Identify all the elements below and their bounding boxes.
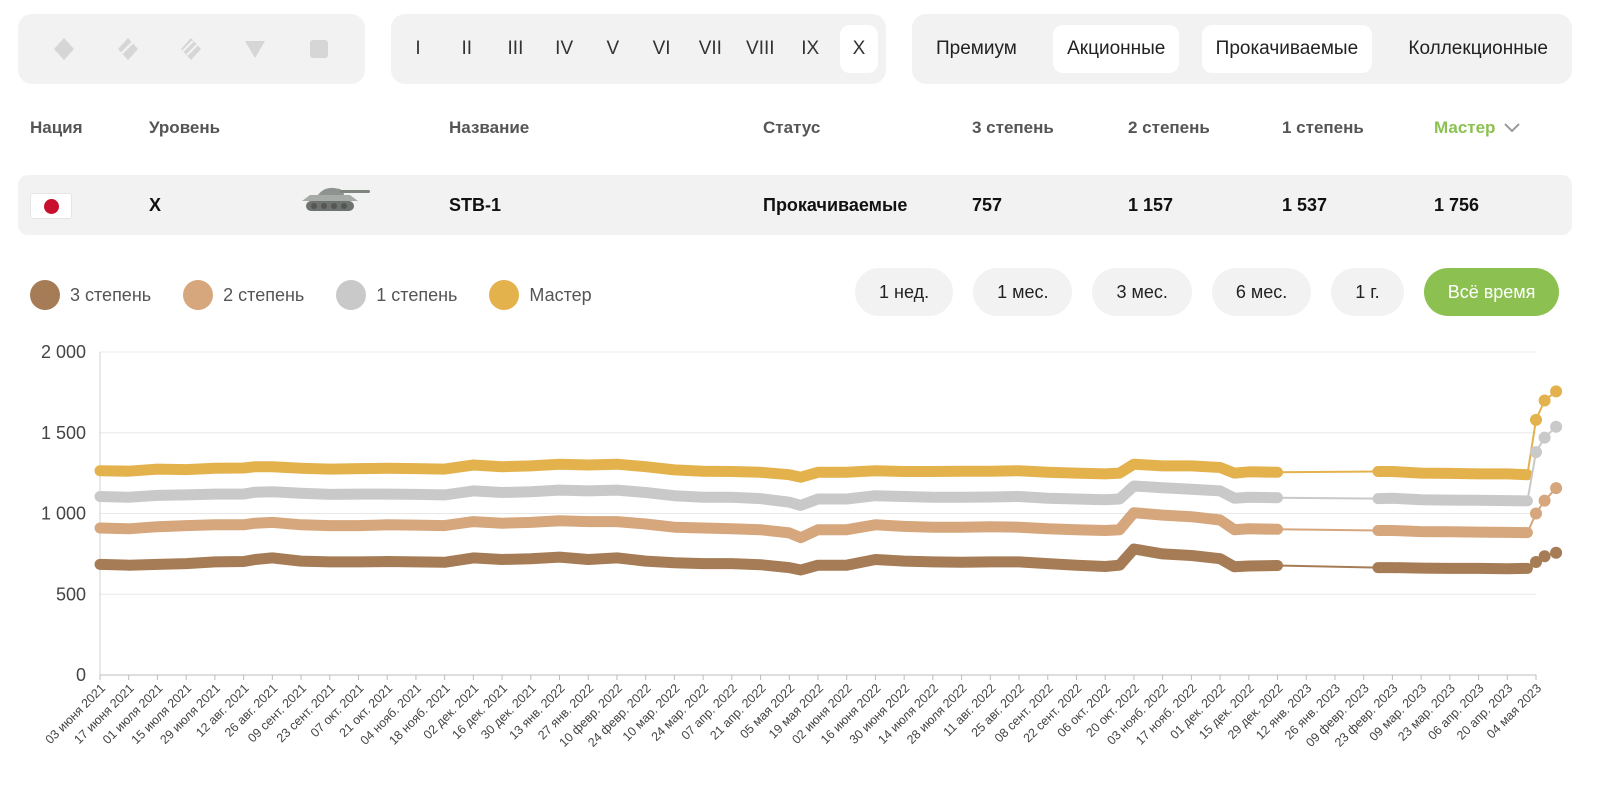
- legend-label: 3 степень: [70, 284, 152, 305]
- row-third-class: 757: [972, 195, 1003, 215]
- medium-tank-icon[interactable]: [115, 36, 141, 62]
- tier-III[interactable]: III: [507, 38, 524, 59]
- japan-flag-icon: [30, 193, 72, 219]
- period-button-4[interactable]: 1 г.: [1331, 268, 1404, 316]
- series-band: [1372, 562, 1533, 575]
- data-point: [1550, 482, 1563, 495]
- data-point: [1530, 555, 1542, 568]
- vehicle-type-filter: [18, 14, 365, 84]
- tier-II[interactable]: II: [461, 38, 472, 59]
- series-band: [1372, 466, 1533, 481]
- series-band: [94, 507, 1283, 544]
- header-master[interactable]: Мастер: [1434, 118, 1521, 138]
- tier-filter: I II III IV V VI VII VIII IX X: [391, 14, 886, 84]
- legend-dot: [336, 280, 367, 310]
- row-name: STB-1: [449, 195, 502, 215]
- row-tier: X: [149, 195, 162, 215]
- tier-I[interactable]: I: [415, 38, 421, 59]
- data-point: [1538, 550, 1551, 563]
- vehicle-status-filter: Премиум Акционные Прокачиваемые Коллекционн…: [912, 14, 1572, 84]
- data-point: [1550, 385, 1563, 398]
- table-row[interactable]: X STB-1 Прокачиваемые 757 1 157 1 537 1 …: [18, 175, 1572, 235]
- legend-item-3[interactable]: Мастер: [489, 280, 592, 310]
- type-filter-0[interactable]: Премиум: [936, 38, 1017, 59]
- tank-icon: [302, 187, 370, 211]
- tier-IV[interactable]: IV: [555, 38, 574, 59]
- series-band: [94, 458, 1283, 483]
- legend-item-1[interactable]: 2 степень: [183, 280, 304, 310]
- legend-dot: [183, 280, 214, 310]
- series-2: [94, 482, 1563, 544]
- header-nation[interactable]: Нация: [30, 118, 83, 137]
- tier-VIII[interactable]: VIII: [746, 38, 775, 59]
- y-tick-label: 0: [76, 665, 86, 685]
- series-band: [94, 480, 1283, 511]
- heavy-tank-icon[interactable]: [178, 36, 204, 62]
- legend-item-2[interactable]: 1 степень: [336, 280, 457, 310]
- header-master-label: Мастер: [1434, 118, 1496, 137]
- tier-VI[interactable]: VI: [652, 38, 671, 59]
- header-third-class[interactable]: 3 степень: [972, 118, 1054, 137]
- legend-dot: [489, 280, 520, 310]
- period-button-5[interactable]: Всё время: [1423, 268, 1560, 316]
- series-band: [1372, 525, 1533, 539]
- y-tick-label: 1 000: [41, 504, 86, 524]
- row-master: 1 756: [1434, 195, 1480, 215]
- tier-VII[interactable]: VII: [698, 38, 722, 59]
- period-button-1[interactable]: 1 мес.: [973, 268, 1073, 316]
- period-button-0[interactable]: 1 нед.: [855, 268, 954, 316]
- row-first-class: 1 537: [1282, 195, 1328, 215]
- data-point: [1530, 446, 1542, 459]
- chevron-down-icon: [1504, 123, 1521, 133]
- type-filter-2[interactable]: Прокачиваемые: [1201, 25, 1373, 73]
- data-point: [1530, 413, 1542, 426]
- legend-dot: [30, 280, 60, 310]
- header-name[interactable]: Название: [449, 118, 530, 137]
- series-0: [94, 385, 1563, 483]
- series-band: [1372, 492, 1533, 507]
- period-button-2[interactable]: 3 мес.: [1092, 268, 1192, 316]
- y-tick-label: 2 000: [41, 342, 86, 362]
- y-tick-label: 1 500: [41, 423, 86, 443]
- spg-icon[interactable]: [306, 36, 332, 62]
- tier-V[interactable]: V: [606, 38, 620, 59]
- legend-label: Мастер: [529, 284, 592, 305]
- data-point: [1538, 431, 1551, 444]
- type-filter-3[interactable]: Коллекционные: [1408, 38, 1548, 59]
- header-first-class[interactable]: 1 степень: [1282, 118, 1364, 137]
- data-point: [1538, 494, 1551, 507]
- light-tank-icon[interactable]: [51, 36, 77, 62]
- header-second-class[interactable]: 2 степень: [1128, 118, 1210, 137]
- data-point: [1538, 394, 1551, 407]
- header-status[interactable]: Статус: [763, 118, 821, 137]
- series-3: [94, 543, 1563, 576]
- row-status: Прокачиваемые: [763, 195, 908, 215]
- data-point: [1550, 546, 1563, 559]
- type-filter-1[interactable]: Акционные: [1053, 25, 1180, 73]
- legend-item-0[interactable]: 3 степень: [30, 280, 151, 310]
- series-band: [94, 543, 1283, 576]
- data-point: [1530, 507, 1542, 520]
- header-tier[interactable]: Уровень: [149, 118, 221, 137]
- y-tick-label: 500: [56, 584, 86, 604]
- tier-X[interactable]: X: [839, 25, 878, 73]
- period-button-3[interactable]: 6 мес.: [1211, 268, 1312, 316]
- data-point: [1550, 420, 1563, 433]
- legend-label: 1 степень: [376, 284, 458, 305]
- legend-label: 2 степень: [223, 284, 305, 305]
- row-second-class: 1 157: [1128, 195, 1174, 215]
- tier-IX[interactable]: IX: [801, 38, 820, 59]
- series-1: [94, 420, 1563, 511]
- chart-legend: 3 степень 2 степень 1 степень Мастер: [30, 280, 592, 310]
- period-selector: 1 нед. 1 мес. 3 мес. 6 мес. 1 г. Всё время: [855, 268, 1560, 316]
- tank-destroyer-icon[interactable]: [242, 36, 268, 62]
